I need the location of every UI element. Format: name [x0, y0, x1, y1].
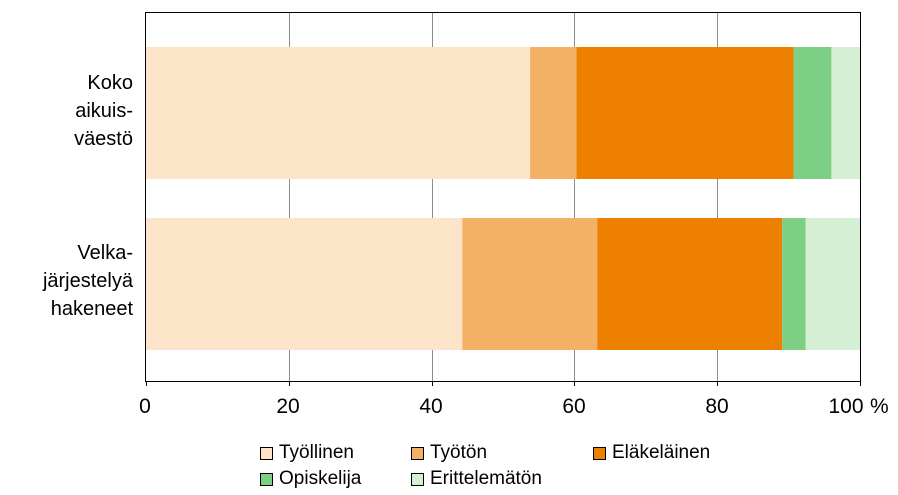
axis-ticks — [146, 381, 861, 386]
category-label-line: aikuis- — [75, 100, 133, 122]
legend-item: Eläkeläinen — [593, 442, 710, 464]
legend-swatch — [260, 472, 273, 486]
bar-segment — [831, 47, 860, 179]
bar-segment — [576, 47, 794, 179]
legend-item: Opiskelija — [260, 468, 361, 490]
category-label-line: Velka- — [77, 242, 133, 264]
bar-segment — [146, 218, 463, 350]
legend-label: Erittelemätön — [430, 468, 542, 489]
x-tick-label: 40 — [419, 395, 443, 418]
category-label-line: väestö — [74, 128, 133, 150]
category-label-line: Koko — [87, 72, 133, 94]
category-label-line: järjestelyä — [42, 270, 133, 292]
legend-label: Työllinen — [279, 442, 354, 463]
legend-item: Työllinen — [260, 442, 354, 464]
bar-segment — [462, 218, 598, 350]
legend-swatch — [260, 446, 273, 460]
bar-segment — [782, 218, 806, 350]
x-tick-label: 0 — [139, 395, 151, 418]
x-tick-label: 60 — [562, 395, 586, 418]
bar-segment — [793, 47, 832, 179]
x-tick-label: 20 — [276, 395, 300, 418]
category-label: Koko aikuis- väestö — [5, 69, 133, 153]
category-label: Velka- järjestelyä hakeneet — [5, 239, 133, 323]
bar-segment — [146, 47, 531, 179]
bar-segment — [805, 218, 860, 350]
legend-label: Eläkeläinen — [612, 442, 711, 463]
legend-swatch — [411, 472, 424, 486]
legend-label: Opiskelija — [279, 468, 362, 489]
x-tick-label: 100 — [828, 395, 864, 418]
legend-item: Työtön — [411, 442, 487, 464]
legend-swatch — [411, 446, 424, 460]
legend-swatch — [593, 446, 606, 460]
bar-segments — [146, 47, 860, 350]
x-tick-label: 80 — [705, 395, 729, 418]
legend-item: Erittelemätön — [411, 468, 542, 490]
bar-segment — [597, 218, 783, 350]
category-label-line: hakeneet — [50, 298, 133, 320]
legend-label: Työtön — [430, 442, 488, 463]
plot-frame — [145, 12, 861, 382]
bar-segment — [530, 47, 577, 179]
x-unit-label: % — [870, 395, 889, 418]
